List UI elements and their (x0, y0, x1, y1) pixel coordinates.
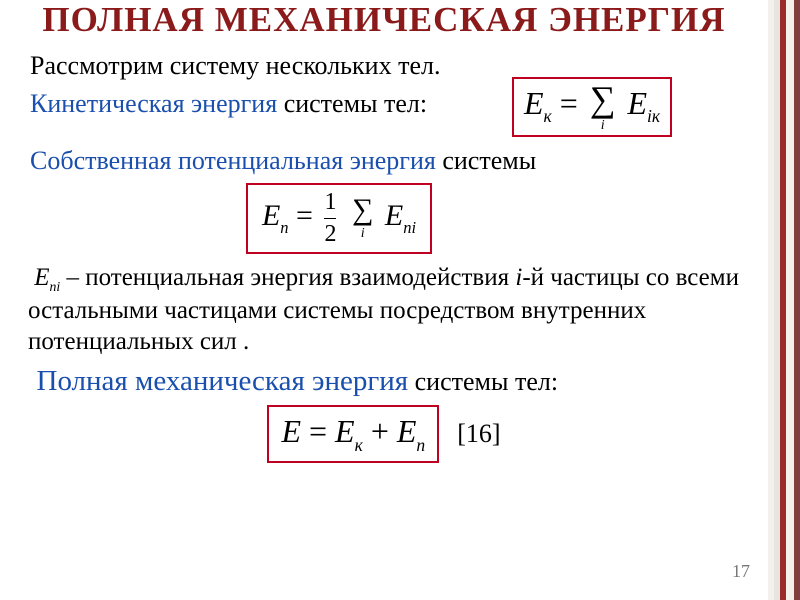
slide-title: ПОЛНАЯ МЕХАНИЧЕСКАЯ ЭНЕРГИЯ (20, 0, 748, 40)
potential-term: Собственная потенциальная энергия (30, 146, 436, 175)
formula-full: E = Eк + Eп (267, 405, 439, 462)
potential-rest: системы (436, 146, 536, 175)
kinetic-term: Кинетическая энергия (30, 89, 277, 118)
equation-number: [16] (457, 419, 500, 448)
epi-explain: Eпi – потенциальная энергия взаимодейств… (28, 262, 740, 358)
decorative-border-right (768, 0, 800, 600)
formula-kinetic: Eк = ∑i Eiк (512, 77, 672, 137)
page-number: 17 (732, 561, 750, 582)
full-energy-line: Полная механическая энергия системы тел: (30, 363, 738, 399)
formula-full-wrap: E = Eк + Eп [16] (0, 405, 768, 462)
full-rest: системы тел: (408, 367, 558, 396)
full-term: Полная механическая энергия (37, 365, 409, 397)
epi-sym: E (34, 264, 49, 291)
formula-potential: Eп = 12 ∑i Eпi (246, 183, 432, 253)
kinetic-energy-row: Кинетическая энергия системы тел: Eк = ∑… (30, 89, 738, 119)
potential-energy-line: Собственная потенциальная энергия систем… (30, 145, 738, 178)
slide-content: ПОЛНАЯ МЕХАНИЧЕСКАЯ ЭНЕРГИЯ Рассмотрим с… (0, 0, 768, 600)
kinetic-rest: системы тел: (277, 89, 427, 118)
formula-potential-wrap: Eп = 12 ∑i Eпi (0, 183, 768, 253)
